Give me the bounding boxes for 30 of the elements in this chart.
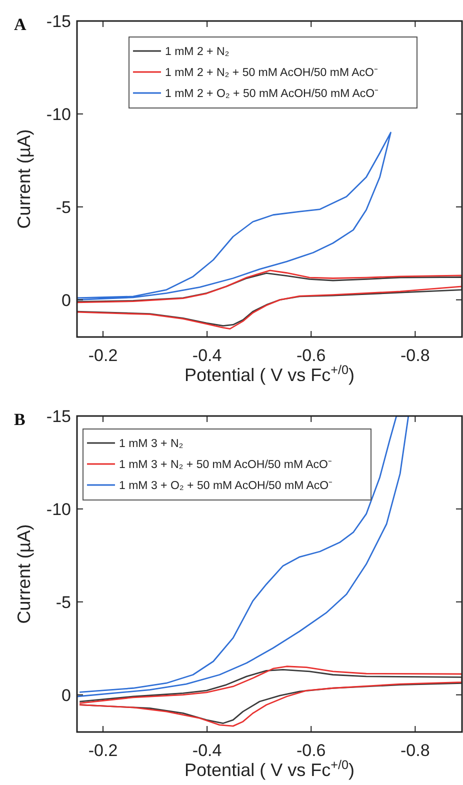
legend-label: 1 mM 3 + N₂ + 50 mM AcOH/50 mM AcO⁻ [119,459,332,471]
x-axis-title: Potential ( V vs Fc$^{+/0}$) [184,758,354,780]
x-axis-title: Potential ( V vs Fc$^{+/0}$) [184,363,354,385]
x-tick-label: -0.2 [88,346,118,365]
y-tick-label: 0 [62,290,71,310]
x-tick-label: -0.8 [400,346,430,365]
legend-label: 1 mM 2 + N₂ [165,46,230,58]
y-tick-label: 0 [62,686,71,705]
y-tick-label: -10 [46,104,71,124]
legend-label: 1 mM 3 + N₂ [119,438,184,450]
legend-label: 1 mM 2 + O₂ + 50 mM AcOH/50 mM AcO⁻ [165,88,379,100]
y-tick-label: -5 [56,198,71,217]
legend-label: 1 mM 2 + N₂ + 50 mM AcOH/50 mM AcO⁻ [165,67,378,79]
chart-title: A [14,15,27,34]
y-axis-title: Current (µA) [14,129,34,229]
chart-title: B [14,410,26,429]
x-tick-label: -0.4 [192,741,222,760]
x-tick-label: -0.8 [400,741,430,760]
line-series [77,132,392,301]
x-tick-label: -0.4 [192,346,222,365]
line-series [77,416,410,698]
y-axis-title: Current (µA) [14,524,34,624]
x-tick-label: -0.2 [88,741,118,760]
y-tick-label: -15 [46,407,71,426]
y-tick-label: -15 [46,12,71,31]
y-tick-label: -5 [56,592,71,612]
y-tick-label: -10 [46,500,71,519]
legend-label: 1 mM 3 + O₂ + 50 mM AcOH/50 mM AcO⁻ [119,480,333,492]
x-tick-label: -0.6 [296,346,326,365]
x-tick-label: -0.6 [296,741,326,760]
